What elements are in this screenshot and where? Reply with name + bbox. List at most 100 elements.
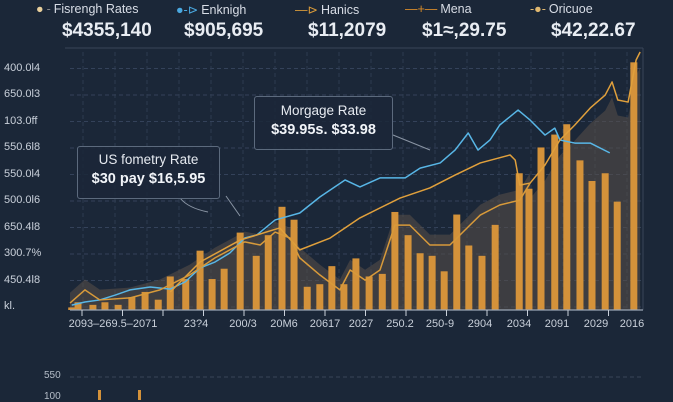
bar [453, 214, 461, 310]
legend-label: Hanics [320, 2, 360, 17]
y-tick-label: 400.0l4 [4, 61, 41, 74]
bar [290, 219, 298, 310]
bar [89, 304, 97, 310]
bar [101, 302, 109, 310]
kpi-value: $905,695 [184, 20, 264, 41]
bar [613, 201, 621, 310]
legend-item: —+— Mena [405, 2, 472, 16]
bar [236, 232, 244, 310]
mini-bar [138, 390, 141, 400]
x-tick-label: 2027 [348, 318, 374, 330]
bar [208, 279, 216, 310]
bar [303, 286, 311, 310]
bar [352, 258, 360, 310]
annotation-title: Morgage Rate [280, 103, 367, 118]
legend-item: —⊳ Hanics [295, 2, 360, 18]
kpi-value: $42,22.67 [551, 20, 636, 41]
y-tick-label: 450.4l8 [4, 273, 41, 286]
bar [515, 173, 523, 310]
dot-arrow-marker-icon: ●-⊳ [176, 3, 199, 17]
line-arrow-marker-icon: —⊳ [295, 3, 318, 17]
x-tick-label: 2016 [619, 318, 645, 330]
plus-marker-icon: —+— [405, 2, 438, 16]
bar [537, 147, 545, 310]
annotation-mortgage-rate: Morgage Rate $39.95s. $33.98 [254, 96, 393, 150]
x-tick-label: 2904 [467, 318, 493, 330]
annotation-us-rate: US fometry Rate $30 pay $16,5.95 [77, 146, 220, 199]
annotation-title: US fometry Rate [98, 152, 199, 167]
bar [68, 307, 76, 310]
bar [182, 279, 190, 310]
bar [74, 302, 82, 310]
mini-y-tick: 550 [44, 370, 61, 381]
legend-label: Enknigh [201, 2, 247, 17]
bar [340, 284, 348, 310]
bar [196, 250, 204, 310]
bar [220, 268, 228, 310]
y-tick-label: 550.6l8 [4, 141, 41, 153]
annotation-arrow [225, 195, 241, 217]
legend-label: Fisrengh Rates [53, 2, 139, 16]
legend-item: ● - Fisrengh Rates [36, 2, 139, 16]
dot-marker-icon: ● [36, 2, 44, 16]
bar [416, 253, 424, 310]
annotation-arrow [392, 134, 431, 151]
dot-line-marker-icon: -●- [530, 2, 546, 16]
bar [630, 62, 638, 310]
legend-label: Oricuoe [548, 2, 593, 16]
y-tick-label: 650.4l8 [4, 220, 41, 233]
x-tick-label: 2093–269.5–2071 [68, 318, 158, 330]
kpi-value: $1≈,29.75 [422, 20, 507, 41]
bar [491, 224, 499, 310]
x-tick-label: 2029 [583, 318, 609, 330]
bar [525, 188, 533, 310]
bar [365, 276, 373, 310]
annotation-value: $39.95s. $33.98 [271, 122, 376, 138]
y-tick-label: kl. [4, 300, 15, 312]
bar [252, 255, 260, 310]
x-tick-label: 2034 [506, 318, 532, 330]
y-tick-label: 550.0l4 [4, 167, 41, 180]
bar [428, 255, 436, 310]
bar [465, 245, 473, 310]
legend: ● - Fisrengh Rates ●-⊳ Enknigh —⊳ Hanics —+—… [0, 0, 673, 18]
mini-bar [98, 390, 101, 400]
bar [316, 284, 324, 310]
mini-y-tick: 100 [44, 391, 61, 402]
separator-dash: - [46, 2, 51, 16]
bar [114, 304, 122, 310]
kpi-value: $11,2079 [308, 20, 387, 41]
bar [440, 271, 448, 310]
y-tick-label: 103.0ff [4, 114, 38, 127]
x-tick-label: 20M6 [270, 318, 298, 330]
x-tick-label: 250-9 [425, 318, 455, 330]
bar [378, 273, 386, 310]
x-tick-label: 20617 [309, 318, 341, 330]
bar [166, 276, 174, 310]
bar [264, 235, 272, 310]
legend-label: Mena [440, 2, 472, 16]
legend-item: -●- Oricuoe [530, 2, 593, 16]
bar [278, 206, 286, 310]
bar [576, 160, 584, 310]
legend-item: ●-⊳ Enknigh [176, 2, 247, 18]
x-tick-label: 23?4 [183, 318, 209, 330]
series-line-1 [169, 51, 641, 293]
bar [128, 297, 136, 310]
annotation-value: $30 pay $16,5.95 [91, 171, 206, 187]
bar [551, 134, 559, 310]
series-line-2 [69, 182, 531, 304]
y-tick-label: 500.0l6 [4, 194, 41, 206]
x-tick-label: 250.2 [386, 318, 414, 330]
annotation-arrow [179, 197, 209, 213]
bar [154, 299, 162, 310]
kpi-value: $4355,140 [62, 20, 152, 41]
bar [588, 181, 596, 310]
bar [328, 266, 336, 310]
bar [478, 255, 486, 310]
bar [404, 235, 412, 310]
bar [391, 211, 399, 310]
x-tick-label: 2091 [544, 318, 570, 330]
x-tick-label: 200/3 [229, 318, 257, 330]
